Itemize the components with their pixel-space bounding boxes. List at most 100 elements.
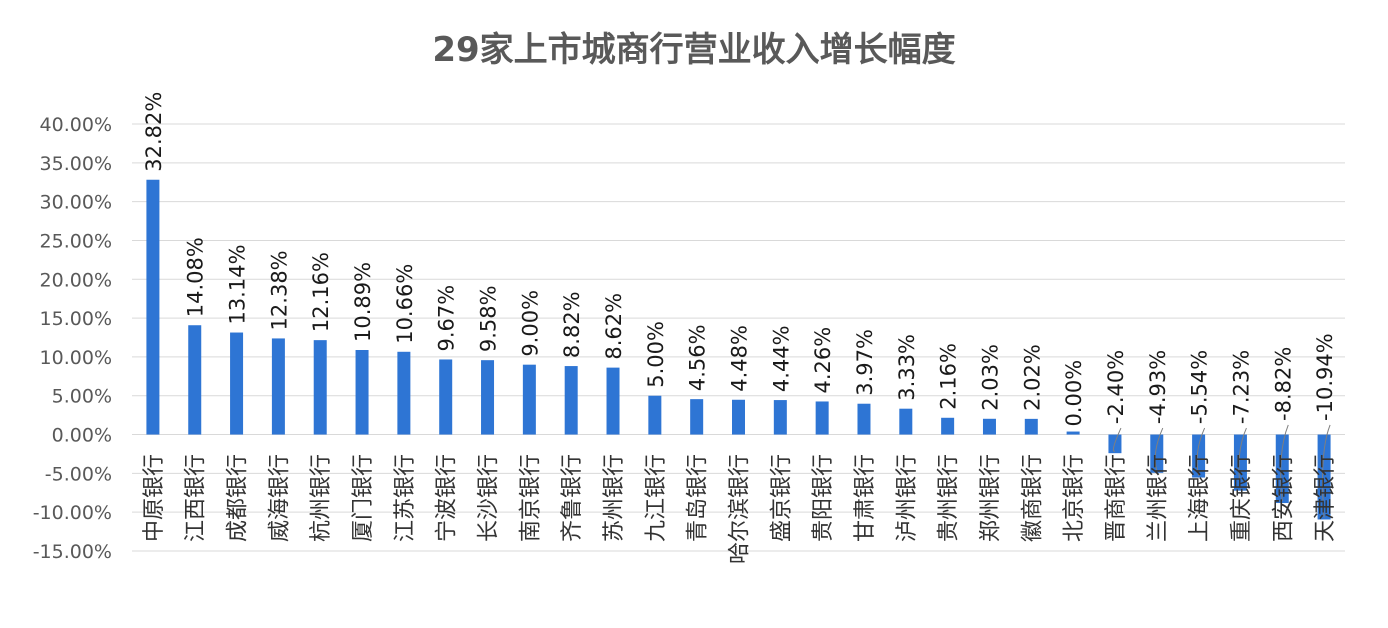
data-label: 0.00% [1062, 360, 1086, 427]
category-label: 中原银行 [142, 454, 167, 542]
bar [146, 179, 160, 435]
category-labels: 中原银行 江西银行 成都银行 威海银行 杭州银行 厦门银行 江苏银行 宁波银行 长沙银行 南京银行… [142, 454, 1338, 564]
data-label: 13.14% [226, 244, 250, 324]
data-label: 2.16% [937, 343, 961, 410]
category-label: 长沙银行 [477, 454, 502, 542]
category-label: 兰州银行 [1146, 454, 1171, 542]
category-label: 重庆银行 [1229, 454, 1254, 542]
bar [1150, 434, 1164, 473]
bar [606, 367, 620, 435]
bar [1192, 434, 1206, 478]
data-label: 4.26% [811, 327, 835, 394]
data-label: 32.82% [142, 92, 166, 172]
leader-line [1238, 427, 1247, 489]
category-label: 南京银行 [518, 454, 543, 542]
bar [941, 417, 955, 435]
y-tick-label: 30.00% [40, 192, 112, 214]
bar [815, 401, 829, 435]
gridlines [132, 123, 1345, 552]
category-label: 苏州银行 [602, 454, 627, 542]
bar [1066, 431, 1080, 435]
category-label: 威海银行 [267, 454, 292, 542]
data-label: 4.56% [686, 324, 710, 391]
bar [732, 399, 745, 435]
category-label: 晋商银行 [1104, 454, 1129, 542]
bar [271, 338, 285, 435]
leader-lines [1112, 424, 1331, 518]
data-label: 10.89% [351, 262, 375, 342]
bar [1317, 434, 1331, 520]
category-label: 厦门银行 [351, 454, 376, 542]
bar [648, 395, 662, 435]
y-axis-ticks: 40.00% 35.00% 30.00% 25.00% 20.00% 15.00% 10.0… [33, 114, 112, 563]
data-label: 2.03% [978, 344, 1002, 411]
data-label: 9.67% [435, 285, 459, 352]
category-label: 青岛银行 [686, 454, 711, 542]
category-label: 盛京银行 [769, 454, 794, 542]
bar [230, 332, 244, 435]
bar [439, 359, 453, 435]
leader-line [1280, 424, 1289, 502]
data-label: 12.38% [267, 250, 291, 330]
data-label: 10.66% [393, 264, 417, 344]
category-label: 天津银行 [1313, 454, 1338, 542]
data-label: 9.58% [477, 285, 501, 352]
y-tick-label: 15.00% [40, 308, 112, 330]
y-tick-label: 40.00% [40, 114, 112, 136]
data-label: -2.40% [1104, 350, 1128, 424]
bar [773, 400, 787, 435]
bars [146, 179, 1331, 520]
bar [982, 418, 996, 435]
y-tick-label: 5.00% [52, 386, 112, 408]
data-label: 3.97% [853, 329, 877, 396]
category-label: 九江银行 [644, 454, 669, 542]
bar [522, 364, 536, 435]
data-label: 5.00% [644, 321, 668, 388]
data-label: -8.82% [1271, 347, 1295, 421]
data-label: 12.16% [309, 252, 333, 332]
data-label: -10.94% [1313, 333, 1337, 421]
bar [1233, 434, 1247, 491]
data-label: -4.93% [1146, 350, 1170, 424]
category-label: 齐鲁银行 [560, 454, 585, 542]
category-label: 贵州银行 [937, 454, 962, 542]
category-label: 北京银行 [1062, 454, 1087, 542]
chart-title: 29家上市城商行营业收入增长幅度 [432, 30, 956, 70]
data-label: 9.00% [518, 290, 542, 357]
category-label: 徽商银行 [1020, 454, 1045, 542]
leader-line [1322, 424, 1331, 518]
category-label: 西安银行 [1271, 454, 1296, 542]
category-label: 上海银行 [1188, 454, 1213, 542]
bar [355, 349, 369, 435]
category-label: 江西银行 [184, 454, 209, 542]
category-label: 甘肃银行 [853, 454, 878, 542]
category-label: 哈尔滨银行 [728, 454, 753, 564]
category-label: 成都银行 [226, 454, 251, 542]
data-labels: 32.82% 14.08% 13.14% 12.38% 12.16% 10.89% 10.6… [142, 92, 1337, 427]
data-label: 3.33% [895, 334, 919, 401]
bar [397, 351, 411, 435]
bar [313, 340, 327, 435]
y-tick-label: 35.00% [40, 153, 112, 175]
y-tick-label: -10.00% [33, 502, 112, 524]
bar [899, 408, 913, 435]
data-label: -5.54% [1188, 350, 1212, 424]
category-label: 郑州银行 [978, 454, 1003, 542]
category-label: 贵阳银行 [811, 454, 836, 542]
y-tick-label: -15.00% [33, 541, 112, 563]
category-label: 江苏银行 [393, 454, 418, 542]
y-tick-label: 0.00% [52, 425, 112, 447]
bar [690, 399, 704, 435]
bar [564, 366, 578, 435]
bar [188, 325, 202, 435]
y-tick-label: 25.00% [40, 230, 112, 252]
category-label: 泸州银行 [895, 454, 920, 542]
data-label: 4.48% [728, 325, 752, 392]
leader-line [1112, 427, 1122, 452]
leader-line [1196, 427, 1206, 476]
bar [1275, 434, 1289, 504]
y-tick-label: -5.00% [45, 463, 112, 485]
category-label: 宁波银行 [435, 454, 460, 542]
